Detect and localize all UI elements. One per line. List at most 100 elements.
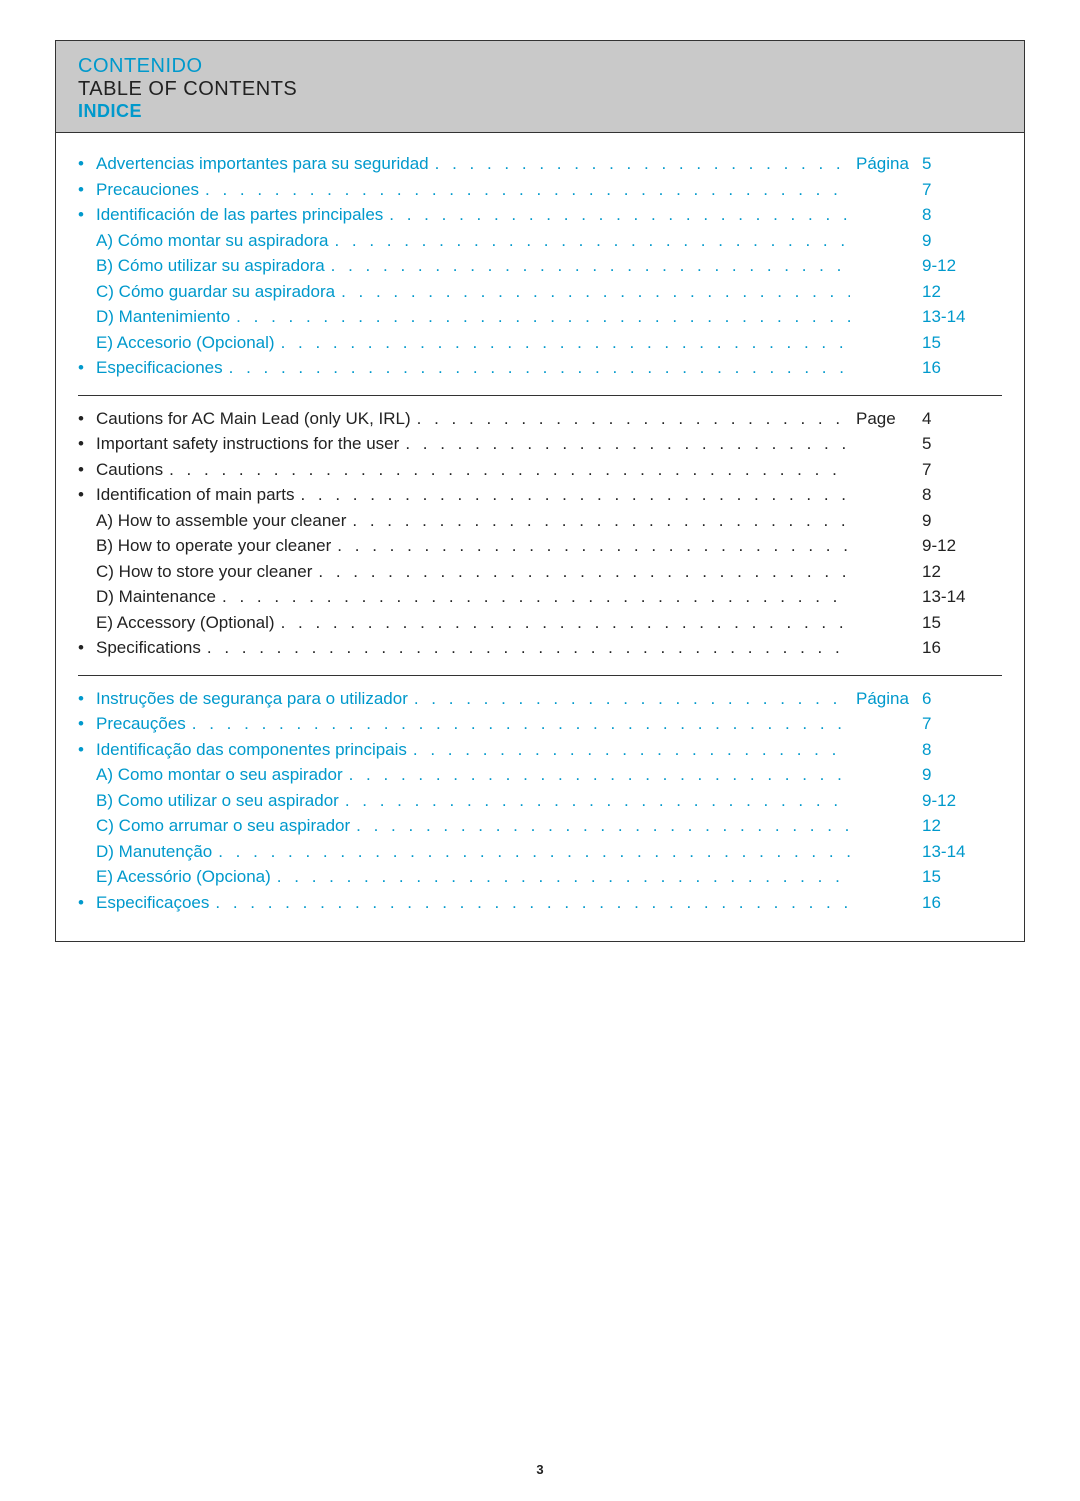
toc-row: B) Como utilizar o seu aspirador . . . .… <box>78 788 1002 814</box>
toc-label: Identification of main parts <box>96 482 294 508</box>
document-page: CONTENIDO TABLE OF CONTENTS INDICE •Adve… <box>0 0 1080 1501</box>
toc-label: C) Como arrumar o seu aspirador <box>96 813 350 839</box>
page-number-value: 13-14 <box>922 304 1002 330</box>
toc-row: •Specifications . . . . . . . . . . . . … <box>78 635 1002 661</box>
leader-dots: . . . . . . . . . . . . . . . . . . . . … <box>334 228 850 254</box>
toc-label: Especificaçoes <box>96 890 209 916</box>
content-frame: CONTENIDO TABLE OF CONTENTS INDICE •Adve… <box>55 40 1025 942</box>
toc-row: •Cautions . . . . . . . . . . . . . . . … <box>78 457 1002 483</box>
header-title-pt: INDICE <box>78 101 1002 122</box>
bullet-icon: • <box>78 177 96 203</box>
bullet-icon: • <box>78 202 96 228</box>
bullet-icon: • <box>78 151 96 177</box>
toc-row: •Identification of main parts . . . . . … <box>78 482 1002 508</box>
toc-row: B) Cómo utilizar su aspiradora . . . . .… <box>78 253 1002 279</box>
page-number-value: 5 <box>922 431 1002 457</box>
page-number-value: 16 <box>922 635 1002 661</box>
toc-header: CONTENIDO TABLE OF CONTENTS INDICE <box>56 41 1024 133</box>
toc-row: A) How to assemble your cleaner . . . . … <box>78 508 1002 534</box>
leader-dots: . . . . . . . . . . . . . . . . . . . . … <box>207 635 850 661</box>
toc-label: D) Mantenimiento <box>96 304 230 330</box>
page-number-value: 16 <box>922 890 1002 916</box>
toc-row: •Identificación de las partes principale… <box>78 202 1002 228</box>
page-number-value: 8 <box>922 737 1002 763</box>
bullet-icon: • <box>78 890 96 916</box>
leader-dots: . . . . . . . . . . . . . . . . . . . . … <box>318 559 850 585</box>
toc-row: •Cautions for AC Main Lead (only UK, IRL… <box>78 406 1002 432</box>
leader-dots: . . . . . . . . . . . . . . . . . . . . … <box>218 839 850 865</box>
leader-dots: . . . . . . . . . . . . . . . . . . . . … <box>192 711 850 737</box>
toc-row: •Instruções de segurança para o utilizad… <box>78 686 1002 712</box>
toc-section: •Instruções de segurança para o utilizad… <box>78 680 1002 926</box>
page-number-value: 12 <box>922 279 1002 305</box>
toc-label: A) Como montar o seu aspirador <box>96 762 343 788</box>
bullet-icon: • <box>78 431 96 457</box>
toc-label: Precauções <box>96 711 186 737</box>
page-label: Page <box>856 406 922 432</box>
page-number-value: 16 <box>922 355 1002 381</box>
page-label: Página <box>856 151 922 177</box>
toc-label: C) How to store your cleaner <box>96 559 312 585</box>
page-number-value: 4 <box>922 406 1002 432</box>
page-number-value: 15 <box>922 610 1002 636</box>
toc-label: Important safety instructions for the us… <box>96 431 399 457</box>
page-number-value: 9 <box>922 762 1002 788</box>
toc-label: B) How to operate your cleaner <box>96 533 331 559</box>
toc-row: •Precauções . . . . . . . . . . . . . . … <box>78 711 1002 737</box>
leader-dots: . . . . . . . . . . . . . . . . . . . . … <box>345 788 850 814</box>
header-title-es: CONTENIDO <box>78 55 1002 78</box>
page-number-value: 9 <box>922 508 1002 534</box>
toc-row: D) Mantenimiento . . . . . . . . . . . .… <box>78 304 1002 330</box>
toc-label: Especificaciones <box>96 355 223 381</box>
page-number-value: 5 <box>922 151 1002 177</box>
bullet-icon: • <box>78 686 96 712</box>
leader-dots: . . . . . . . . . . . . . . . . . . . . … <box>169 457 850 483</box>
leader-dots: . . . . . . . . . . . . . . . . . . . . … <box>435 151 850 177</box>
toc-label: A) Cómo montar su aspiradora <box>96 228 328 254</box>
toc-row: •Identificação das componentes principai… <box>78 737 1002 763</box>
page-number-value: 9-12 <box>922 253 1002 279</box>
toc-row: E) Acessório (Opciona) . . . . . . . . .… <box>78 864 1002 890</box>
toc-label: C) Cómo guardar su aspiradora <box>96 279 335 305</box>
page-number-value: 9 <box>922 228 1002 254</box>
page-label: Página <box>856 686 922 712</box>
toc-row: A) Cómo montar su aspiradora . . . . . .… <box>78 228 1002 254</box>
page-number-value: 15 <box>922 330 1002 356</box>
toc-row: •Especificaciones . . . . . . . . . . . … <box>78 355 1002 381</box>
leader-dots: . . . . . . . . . . . . . . . . . . . . … <box>205 177 850 203</box>
leader-dots: . . . . . . . . . . . . . . . . . . . . … <box>352 508 850 534</box>
page-number-value: 15 <box>922 864 1002 890</box>
bullet-icon: • <box>78 711 96 737</box>
leader-dots: . . . . . . . . . . . . . . . . . . . . … <box>215 890 850 916</box>
bullet-icon: • <box>78 457 96 483</box>
page-number-value: 12 <box>922 559 1002 585</box>
page-number-value: 13-14 <box>922 584 1002 610</box>
page-number: 3 <box>0 1462 1080 1477</box>
bullet-icon: • <box>78 406 96 432</box>
toc-label: Cautions for AC Main Lead (only UK, IRL) <box>96 406 411 432</box>
toc-label: Specifications <box>96 635 201 661</box>
page-number-value: 8 <box>922 482 1002 508</box>
toc-label: E) Accessory (Optional) <box>96 610 275 636</box>
toc-row: •Important safety instructions for the u… <box>78 431 1002 457</box>
page-number-value: 12 <box>922 813 1002 839</box>
page-number-value: 8 <box>922 202 1002 228</box>
leader-dots: . . . . . . . . . . . . . . . . . . . . … <box>414 686 850 712</box>
leader-dots: . . . . . . . . . . . . . . . . . . . . … <box>417 406 850 432</box>
toc-label: Precauciones <box>96 177 199 203</box>
toc-label: Identificação das componentes principais <box>96 737 407 763</box>
toc-label: E) Acessório (Opciona) <box>96 864 271 890</box>
toc-row: •Advertencias importantes para su seguri… <box>78 151 1002 177</box>
toc-row: C) Como arrumar o seu aspirador . . . . … <box>78 813 1002 839</box>
toc-row: D) Manutenção . . . . . . . . . . . . . … <box>78 839 1002 865</box>
leader-dots: . . . . . . . . . . . . . . . . . . . . … <box>229 355 850 381</box>
toc-label: E) Accesorio (Opcional) <box>96 330 275 356</box>
toc-row: •Precauciones . . . . . . . . . . . . . … <box>78 177 1002 203</box>
toc-row: •Especificaçoes . . . . . . . . . . . . … <box>78 890 1002 916</box>
leader-dots: . . . . . . . . . . . . . . . . . . . . … <box>349 762 850 788</box>
page-number-value: 9-12 <box>922 788 1002 814</box>
leader-dots: . . . . . . . . . . . . . . . . . . . . … <box>337 533 850 559</box>
toc-row: A) Como montar o seu aspirador . . . . .… <box>78 762 1002 788</box>
toc-label: B) Como utilizar o seu aspirador <box>96 788 339 814</box>
toc-row: E) Accessory (Optional) . . . . . . . . … <box>78 610 1002 636</box>
